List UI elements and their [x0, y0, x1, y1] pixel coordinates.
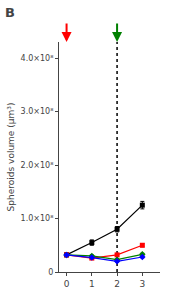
svg-text:0: 0	[48, 268, 53, 277]
svg-text:4.0×10⁸: 4.0×10⁸	[21, 54, 54, 63]
svg-text:2.0×10⁸: 2.0×10⁸	[21, 161, 54, 170]
svg-text:Spheroids volume (μm³): Spheroids volume (μm³)	[6, 103, 16, 212]
svg-text:3: 3	[139, 279, 145, 289]
svg-text:0: 0	[64, 279, 70, 289]
svg-text:2: 2	[114, 279, 120, 289]
svg-text:1.0×10⁸: 1.0×10⁸	[21, 214, 54, 223]
svg-text:B: B	[5, 5, 15, 20]
svg-text:3.0×10⁸: 3.0×10⁸	[21, 107, 54, 116]
svg-text:1: 1	[89, 279, 95, 289]
